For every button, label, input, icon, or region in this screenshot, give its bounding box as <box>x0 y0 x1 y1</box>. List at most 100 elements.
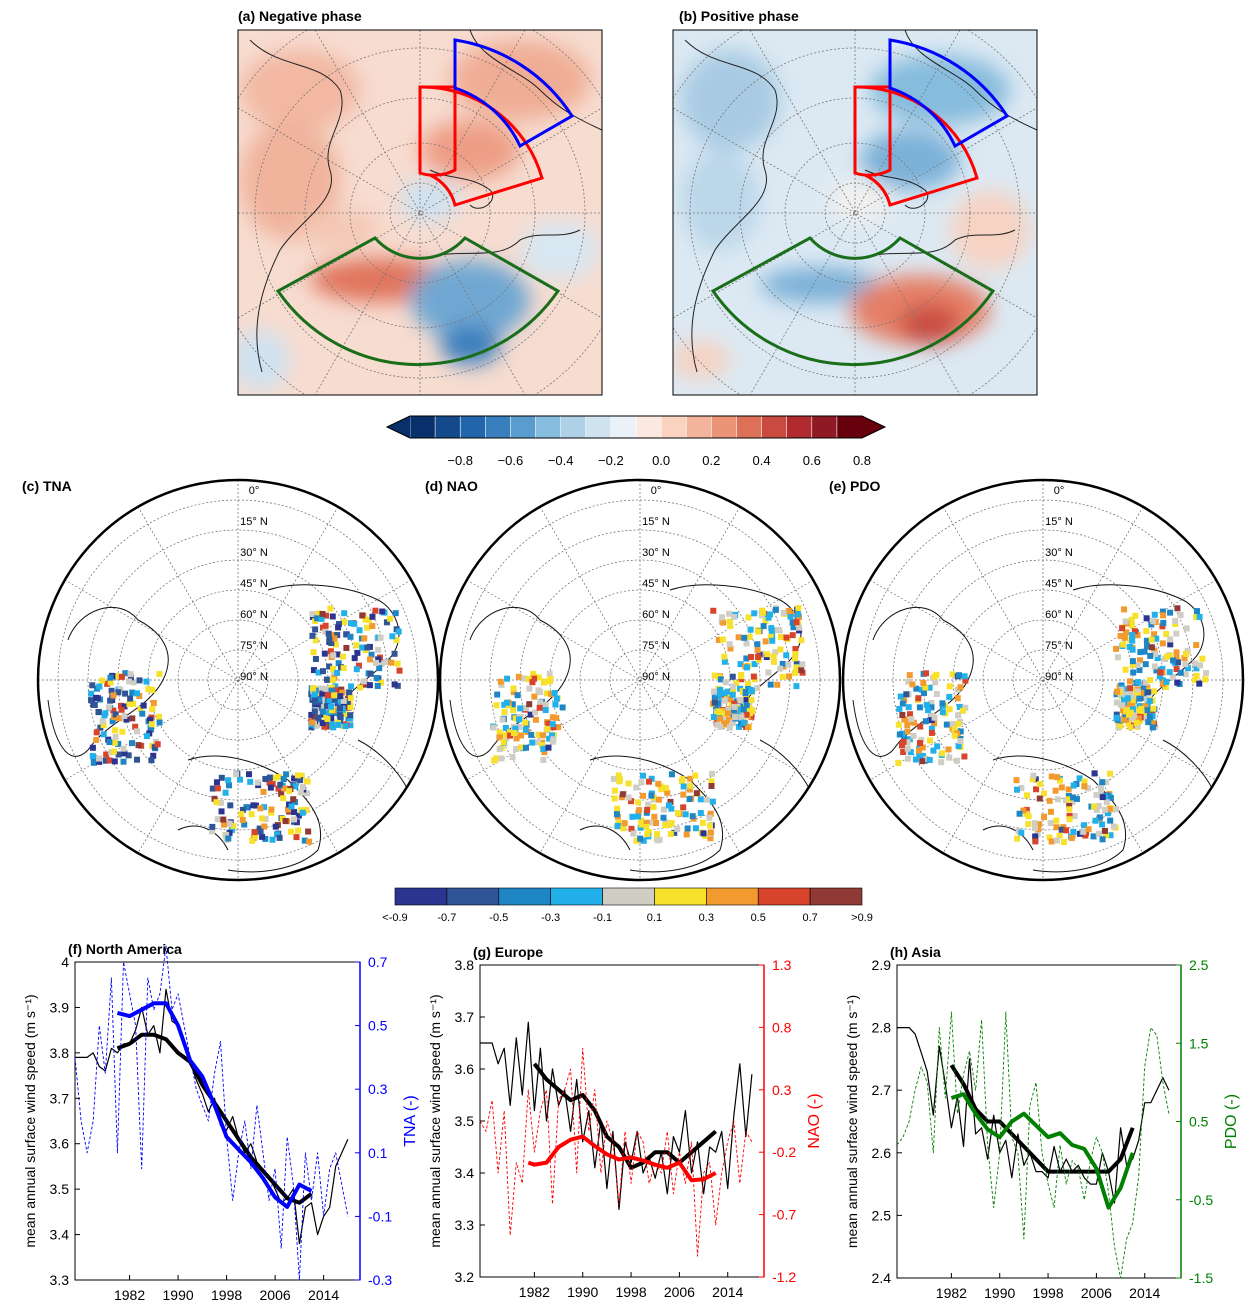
station-cell <box>222 789 229 796</box>
station-cell <box>727 623 734 630</box>
y-tick-label: 3.2 <box>455 1269 475 1285</box>
station-cell <box>323 676 330 683</box>
station-cell <box>1143 637 1150 644</box>
station-cell <box>692 772 699 779</box>
station-cell <box>716 715 723 722</box>
station-cell <box>155 713 162 720</box>
colorbar-segment <box>535 415 562 439</box>
colorbar-segment <box>706 887 759 906</box>
station-cell <box>536 704 543 711</box>
station-cell <box>731 613 738 620</box>
station-cell <box>1122 708 1129 715</box>
station-cell <box>731 703 738 710</box>
station-cell <box>926 737 933 744</box>
station-cell <box>743 655 750 662</box>
station-cell <box>900 749 907 756</box>
panel-d-title: (d) NAO <box>425 478 478 494</box>
station-cell <box>347 715 354 722</box>
station-cell <box>919 744 926 751</box>
polar-map-border <box>438 478 842 882</box>
station-cell <box>950 721 957 728</box>
station-cell <box>1143 615 1150 622</box>
station-cell <box>107 697 114 704</box>
station-cell <box>546 670 553 677</box>
station-cell <box>494 691 501 698</box>
station-cell <box>311 696 318 703</box>
station-cell <box>1099 836 1106 843</box>
station-cell <box>220 816 227 823</box>
station-cell <box>744 723 751 730</box>
station-cell <box>693 790 700 797</box>
colorbar-segment <box>409 415 436 439</box>
station-cell <box>668 805 675 812</box>
station-cell <box>154 741 161 748</box>
panel-e-title: (e) PDO <box>829 478 880 494</box>
station-cell <box>329 677 336 684</box>
station-cell <box>643 823 650 830</box>
station-cell <box>1036 821 1043 828</box>
station-cell <box>934 743 941 750</box>
station-cell <box>1128 622 1135 629</box>
station-cell <box>736 696 743 703</box>
station-cell <box>747 686 754 693</box>
station-cell <box>721 658 728 665</box>
latitude-label: 60° N <box>240 609 268 621</box>
station-cell <box>1181 654 1188 661</box>
station-cell <box>906 672 913 679</box>
y-axis-label: mean annual surface wind speed (m s⁻¹) <box>844 995 860 1248</box>
colorbar-segment <box>660 415 688 439</box>
station-cell <box>919 686 926 693</box>
station-cell <box>115 689 122 696</box>
station-cell <box>1033 786 1040 793</box>
station-cell <box>747 626 754 633</box>
station-cell <box>697 796 704 803</box>
station-cell <box>542 701 549 708</box>
station-cell <box>1159 608 1166 615</box>
station-cell <box>792 655 799 662</box>
station-cell <box>946 693 953 700</box>
station-cell <box>903 691 910 698</box>
station-cell <box>1016 810 1023 817</box>
station-cell <box>1041 790 1048 797</box>
station-cell <box>1063 827 1070 834</box>
station-cell <box>1070 828 1077 835</box>
station-cell <box>252 802 259 809</box>
station-cell <box>394 660 401 667</box>
station-cell <box>127 671 134 678</box>
station-cell <box>89 753 96 760</box>
station-cell <box>312 637 319 644</box>
station-cell <box>1035 826 1042 833</box>
station-cell <box>1114 654 1121 661</box>
map-panel-e: (e) PDO 0° 15° N 30° N 45° N 60° N 75° N 90° N <box>829 478 1245 882</box>
station-cell <box>740 706 747 713</box>
station-cell <box>1130 669 1137 676</box>
station-cell <box>905 755 912 762</box>
station-cell <box>664 789 671 796</box>
station-cell <box>904 728 911 735</box>
station-cell <box>654 837 661 844</box>
station-cell <box>496 734 503 741</box>
station-cell <box>1080 828 1087 835</box>
station-cell <box>540 679 547 686</box>
station-cell <box>739 688 746 695</box>
station-cell <box>283 771 290 778</box>
station-cell <box>1047 820 1054 827</box>
station-cell <box>143 733 150 740</box>
station-cell <box>269 836 276 843</box>
station-cell <box>743 664 750 671</box>
station-cell <box>392 610 399 617</box>
station-cell <box>939 709 946 716</box>
map-panel-d: (d) NAO 0° 15° N 30° N 45° N 60° N 75° N 90° N <box>425 478 842 882</box>
station-cell <box>1174 605 1181 612</box>
station-cell <box>1193 672 1200 679</box>
station-cell <box>901 735 908 742</box>
station-cell <box>1025 813 1032 820</box>
station-cell <box>311 708 318 715</box>
station-cell <box>1066 806 1073 813</box>
station-cell <box>284 806 291 813</box>
station-cell <box>765 614 772 621</box>
colorbar-anomaly: −0.8 −0.6 −0.4 −0.2 0.0 0.2 0.4 0.6 0.8 <box>385 415 887 468</box>
station-cell <box>727 645 734 652</box>
station-cell <box>1103 779 1110 786</box>
station-cell <box>209 785 216 792</box>
